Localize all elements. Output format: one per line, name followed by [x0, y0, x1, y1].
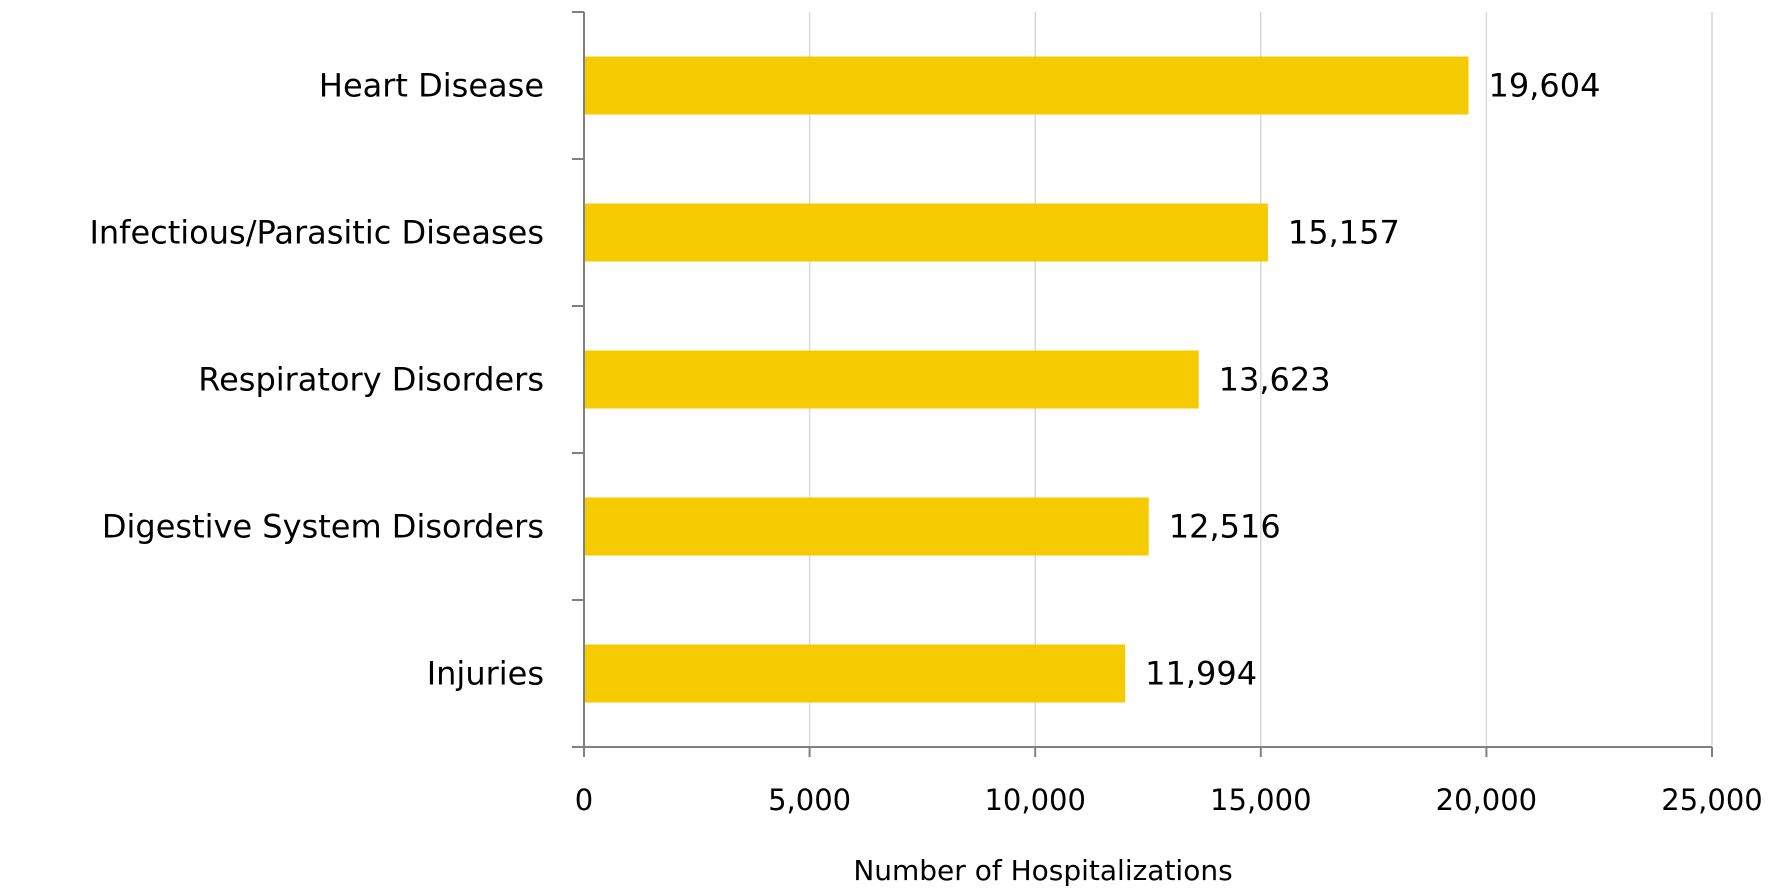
data-label: 13,623	[1219, 361, 1331, 399]
category-label: Injuries	[427, 655, 544, 693]
bar	[584, 644, 1126, 703]
category-label: Heart Disease	[319, 67, 544, 105]
data-label: 15,157	[1288, 214, 1400, 252]
category-label: Respiratory Disorders	[198, 361, 544, 399]
category-label: Digestive System Disorders	[102, 508, 544, 546]
x-tick-label: 0	[575, 783, 593, 817]
bar	[584, 350, 1199, 409]
x-tick-label: 25,000	[1661, 783, 1762, 817]
bars	[584, 56, 1469, 703]
data-label: 19,604	[1489, 67, 1601, 105]
x-tick-label: 15,000	[1210, 783, 1311, 817]
gridlines	[808, 12, 1713, 747]
labels: 19,604 Heart Disease 15,157 Infectious/Para…	[89, 67, 1762, 818]
x-axis-title: Number of Hospitalizations	[853, 854, 1232, 887]
category-label: Infectious/Parasitic Diseases	[89, 214, 544, 252]
x-tick-label: 10,000	[984, 783, 1085, 817]
bar	[584, 203, 1268, 262]
data-label: 11,994	[1145, 655, 1257, 693]
data-label: 12,516	[1169, 508, 1281, 546]
x-tick-label: 5,000	[768, 783, 851, 817]
bar	[584, 56, 1469, 115]
x-tick-label: 20,000	[1436, 783, 1537, 817]
bar	[584, 497, 1149, 556]
axes	[572, 11, 1713, 757]
